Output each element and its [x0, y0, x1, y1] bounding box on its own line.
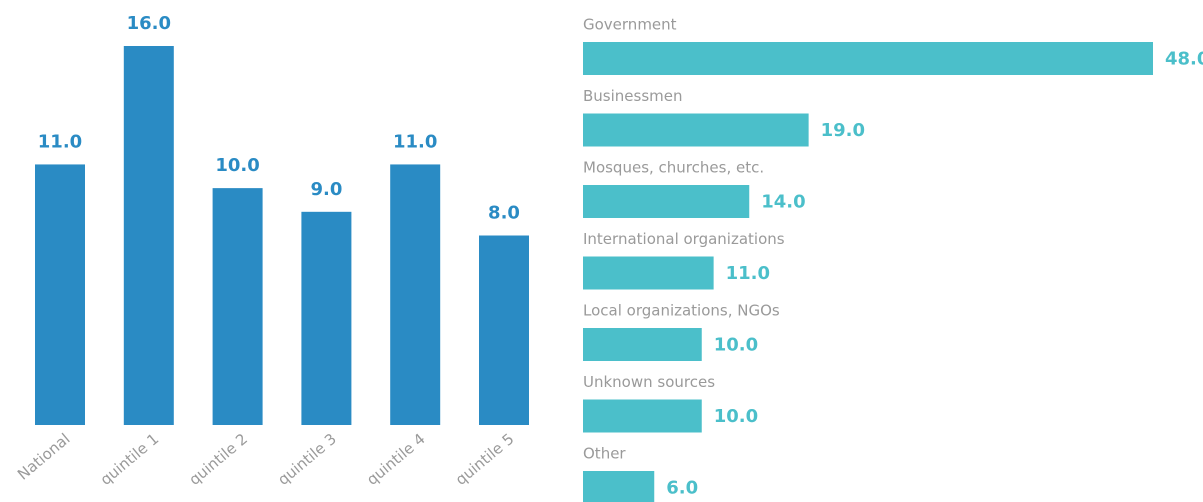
value-label: 14.0	[761, 192, 805, 213]
value-label: 11.0	[38, 131, 82, 152]
bar	[583, 399, 702, 433]
bar	[583, 42, 1153, 75]
value-label: 10.0	[714, 406, 758, 427]
value-label: 16.0	[127, 13, 171, 34]
value-label: 19.0	[821, 120, 865, 141]
bar	[212, 188, 263, 425]
category-label: Local organizations, NGOs	[583, 302, 780, 320]
x-tick-label: quintile 5	[452, 430, 518, 489]
bar	[390, 164, 441, 425]
bar	[583, 471, 655, 502]
bar	[583, 256, 714, 290]
category-label: International organizations	[583, 230, 785, 248]
bar	[583, 328, 702, 361]
value-label: 11.0	[726, 263, 770, 284]
bar	[123, 46, 174, 425]
value-label: 48.0	[1165, 49, 1203, 70]
value-label: 8.0	[488, 203, 520, 224]
value-label: 10.0	[215, 155, 259, 176]
x-tick-label: quintile 3	[274, 430, 340, 489]
value-label: 11.0	[393, 131, 437, 152]
category-label: Unknown sources	[583, 373, 715, 391]
category-label: Mosques, churches, etc.	[583, 159, 764, 177]
x-tick-label: quintile 1	[97, 430, 163, 489]
x-tick-label: quintile 2	[186, 430, 252, 489]
bar	[583, 185, 750, 218]
bar	[301, 211, 352, 425]
x-tick-label: quintile 4	[363, 430, 429, 489]
category-label: Businessmen	[583, 87, 683, 105]
category-label: Government	[583, 16, 677, 34]
value-label: 10.0	[714, 335, 758, 356]
value-label: 6.0	[666, 478, 698, 499]
bar	[35, 164, 85, 425]
value-label: 9.0	[310, 179, 342, 200]
bar	[479, 235, 529, 425]
category-label: Other	[583, 445, 626, 463]
x-tick-label: National	[14, 430, 73, 484]
bar	[583, 113, 809, 147]
